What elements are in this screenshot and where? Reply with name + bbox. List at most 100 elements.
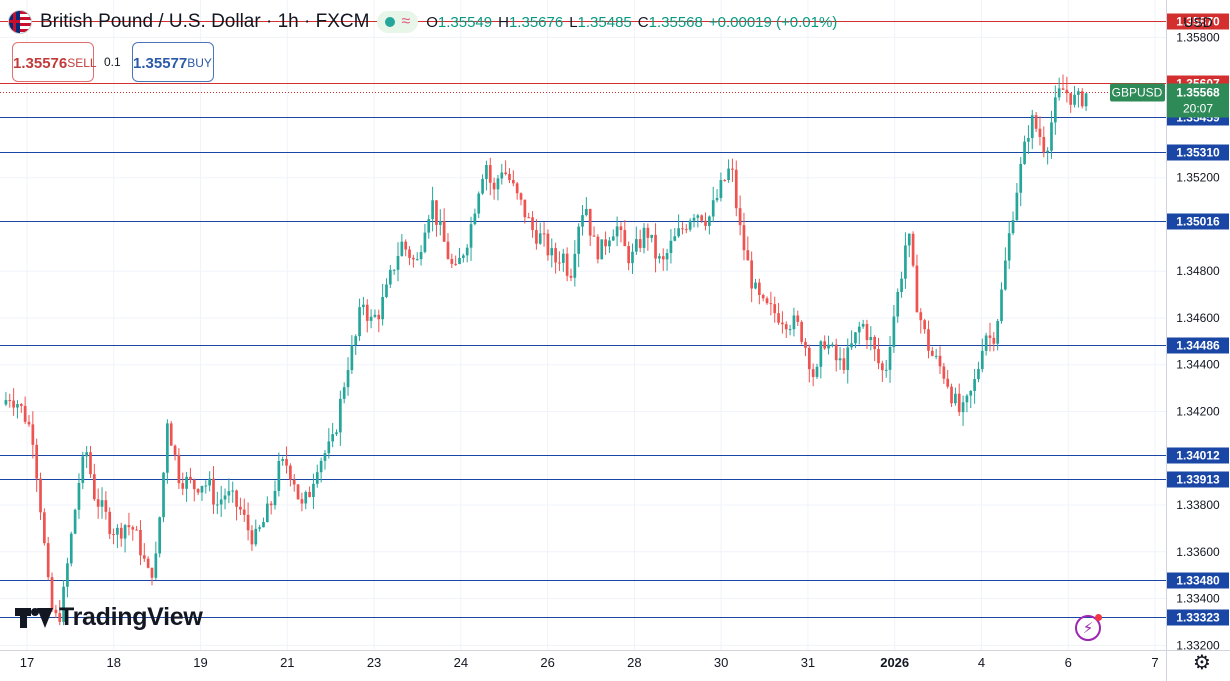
candle-body [254,528,258,545]
candle-body [335,432,338,435]
candle-body [281,459,285,461]
candle-body [965,395,969,403]
grid-lines [0,0,1166,650]
candle-body [961,402,965,413]
currency-selector[interactable]: USD [1183,14,1213,30]
symbol-title[interactable]: British Pound / U.S. Dollar · 1h · FXCM [40,11,370,32]
candles [4,74,1088,626]
time-tick-label: 17 [20,655,34,670]
candle-body [415,259,419,261]
time-tick-label: 19 [193,655,207,670]
candle-body [754,282,757,289]
gear-icon[interactable]: ⚙ [1193,652,1211,674]
lightning-icon[interactable]: ⚡ [1075,614,1102,641]
close-value: 1.35568 [648,13,703,31]
candle-body [239,506,242,510]
candle-body [289,465,292,480]
candle-body [285,459,288,466]
candle-body [404,241,408,250]
time-tick-label: 21 [280,655,294,670]
candle-body [996,321,1000,344]
candle-body [757,282,761,295]
candle-body [150,567,154,578]
candle-body [723,179,727,181]
candle-body [796,315,800,322]
candle-body [519,193,523,200]
tradingview-mark-icon [15,606,53,630]
tradingview-logo[interactable]: TradingView [15,603,203,632]
candle-body [577,226,581,254]
candle-body [442,221,446,242]
candle-body [373,314,377,317]
sell-button[interactable]: 1.35576 SELL [12,42,97,82]
candle-body [16,404,19,408]
level-price-label-box [1167,471,1229,488]
candle-body [104,500,108,512]
candle-body [535,230,538,244]
candle-body [969,390,973,396]
candle-body [458,257,461,265]
level-price-label: 1.35310 [1176,146,1220,160]
candle-body [727,168,730,181]
time-tick-label: 4 [978,655,985,670]
candle-body [77,482,81,510]
candle-body [904,245,907,279]
candle-body [158,517,162,554]
candle-body [592,235,596,237]
candle-body [973,379,976,391]
candle-body [746,250,750,261]
candle-body [35,444,39,479]
candle-body [139,530,142,556]
candle-body [223,495,227,500]
candle-body [523,199,527,218]
candle-body [127,525,131,528]
candle-body [811,369,815,377]
candle-body [358,307,361,337]
buy-button[interactable]: 1.35577 BUY [132,42,214,82]
candle-body [1080,91,1084,107]
candle-body [185,476,188,489]
sell-label: SELL [67,55,97,70]
candle-body [642,227,646,248]
price-axis[interactable]: 1.35800 1.35200 1.34800 1.34600 1.34400 1.342… [1110,0,1230,681]
candle-body [446,241,450,259]
candle-body [192,479,196,490]
candle-body [312,483,315,498]
price-tick-label: 1.34200 [1176,405,1220,419]
candle-body [907,233,911,246]
candle-body [731,168,734,170]
candle-body [250,530,254,545]
candle-body [819,341,823,367]
candle-body [900,278,903,293]
time-axis[interactable]: 17 18 19 21 23 24 26 28 30 31 2026 4 6 7 [0,650,1230,671]
candle-body [565,253,569,276]
candle-body [23,405,27,422]
candle-body [304,491,308,504]
price-tick-label: 1.33800 [1176,498,1220,512]
chart-header: British Pound / U.S. Dollar · 1h · FXCM … [8,8,837,36]
candle-body [884,369,888,371]
candle-body [504,172,507,175]
candle-body [573,253,577,278]
candle-body [423,232,427,252]
buy-price: 1.35577 [133,55,188,72]
symbol-tag-box [1110,83,1165,102]
candle-body [81,456,85,483]
candle-body [538,233,542,244]
candle-body [623,230,627,247]
candle-body [292,479,296,485]
candle-body [31,424,35,445]
candle-body [896,292,900,317]
candle-body [581,215,584,227]
price-tick-label: 1.35800 [1176,30,1220,44]
candle-body [173,445,177,455]
candle-body [765,298,769,304]
buy-label: BUY [187,55,212,70]
market-status[interactable]: ≈ [377,11,419,33]
candle-body [827,344,830,349]
tradingview-text: TradingView [59,603,203,631]
candle-body [269,503,273,506]
level-price-label-box [1167,447,1229,464]
